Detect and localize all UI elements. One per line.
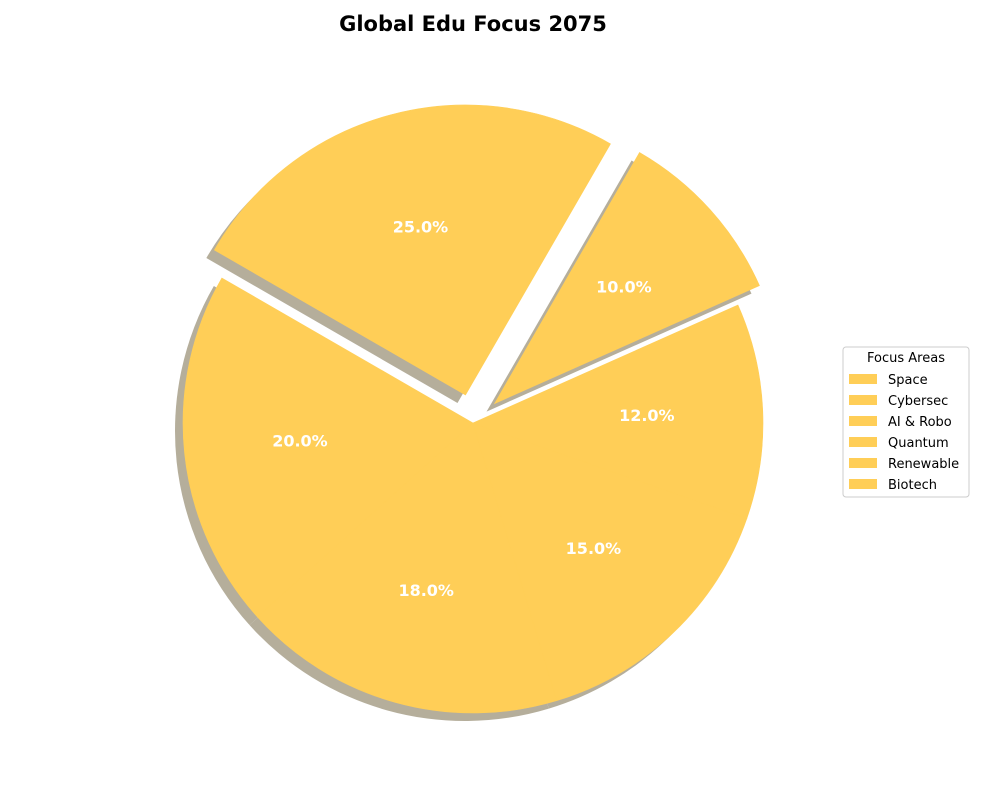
slice-quantum [472,422,748,701]
legend-swatch-quantum [849,437,877,447]
legend-swatch-cybersec [849,395,877,405]
legend-label-renewable: Renewable [888,457,959,472]
slice-space [213,104,611,396]
slice-cybersec [182,277,474,618]
legend-title: Focus Areas [867,351,945,366]
slice-label-space: 25.0% [393,217,449,236]
legend-swatch-biotech [849,479,877,489]
legend-label-cybersec: Cybersec [888,394,948,409]
chart-title: Global Edu Focus 2075 [339,12,607,36]
legend-label-ai-robo: AI & Robo [888,415,952,430]
pie-slices [182,104,764,714]
legend-swatch-renewable [849,458,877,468]
slice-label-ai-robo: 18.0% [398,581,454,600]
legend-swatch-space [849,374,877,384]
slice-biotech [493,152,760,405]
legend-label-space: Space [888,373,928,388]
slice-labels: 25.0% 20.0% 18.0% 15.0% 12.0% 10.0% [272,217,674,600]
legend: Focus Areas Space Cybersec AI & Robo Quantu… [842,346,970,498]
slice-label-cybersec: 20.0% [272,432,328,451]
slice-renewable [472,304,764,519]
slice-label-quantum: 15.0% [566,539,622,558]
slice-ai-robo [257,422,558,714]
legend-label-quantum: Quantum [888,436,949,451]
slice-label-biotech: 10.0% [596,278,652,297]
legend-items: Space Cybersec AI & Robo Quantum Renewable Bi… [849,373,959,493]
legend-swatch-ai-robo [849,416,877,426]
slice-label-renewable: 12.0% [619,406,675,425]
legend-label-biotech: Biotech [888,478,937,493]
